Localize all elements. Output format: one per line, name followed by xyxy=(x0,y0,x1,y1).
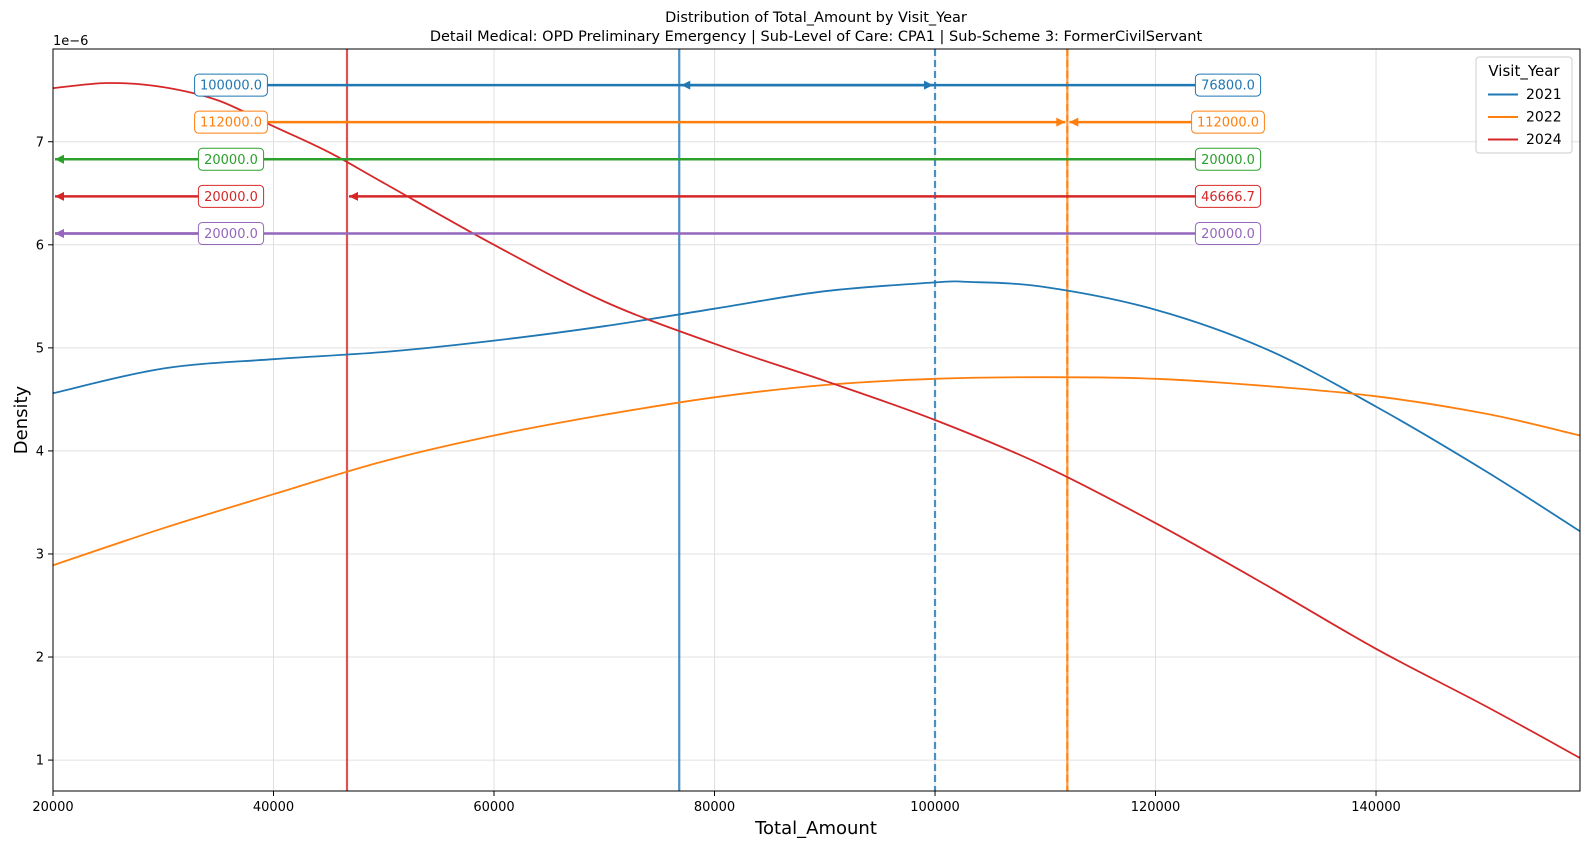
left-annotation-box xyxy=(197,147,265,171)
annotation-arrow-head xyxy=(1056,117,1066,127)
right-annotation-box xyxy=(1194,73,1262,97)
right-annotation-box xyxy=(1191,110,1265,134)
y-offset-label: 1e−6 xyxy=(53,34,88,49)
left-annotation-label: 112000.0 xyxy=(200,116,262,131)
y-axis-ticks: 1 2 3 4 5 6 7 xyxy=(36,135,53,769)
y-tick-label: 4 xyxy=(36,444,44,459)
annotation-arrow-head xyxy=(1069,117,1079,127)
y-tick-label: 2 xyxy=(36,651,44,666)
right-annotation-label: 112000.0 xyxy=(1197,116,1259,131)
x-axis-label: Total_Amount xyxy=(754,818,877,839)
reference-lines xyxy=(345,49,1069,791)
y-tick-label: 3 xyxy=(36,547,44,562)
left-annotation-box xyxy=(197,221,265,245)
x-tick-label: 40000 xyxy=(253,800,294,815)
annotation-arrow-head xyxy=(681,80,691,90)
right-annotation-label: 20000.0 xyxy=(1201,153,1255,168)
y-tick-label: 7 xyxy=(36,135,44,150)
left-annotation-label: 20000.0 xyxy=(204,227,258,242)
right-annotation-label: 46666.7 xyxy=(1201,190,1255,205)
left-annotation-label: 20000.0 xyxy=(204,153,258,168)
right-annotation-label: 20000.0 xyxy=(1201,227,1255,242)
x-tick-label: 20000 xyxy=(32,800,73,815)
chart-title: Distribution of Total_Amount by Visit_Ye… xyxy=(665,10,967,26)
right-annotation-label: 76800.0 xyxy=(1201,79,1255,94)
x-tick-label: 60000 xyxy=(473,800,514,815)
left-annotation-box xyxy=(197,184,265,208)
annotation-arrows: 100000.0 76800.0 112000.0 112000.0 20000.0 20… xyxy=(55,73,1265,245)
x-tick-label: 120000 xyxy=(1131,800,1181,815)
annotation-arrow-head xyxy=(349,191,359,201)
legend-box xyxy=(1475,56,1573,154)
x-tick-label: 80000 xyxy=(694,800,735,815)
legend-label-2021: 2021 xyxy=(1526,87,1562,103)
grid-lines xyxy=(52,49,1580,791)
x-tick-label: 140000 xyxy=(1351,800,1401,815)
annotation-arrow-head xyxy=(55,228,64,238)
y-tick-label: 1 xyxy=(36,754,44,769)
right-annotation-box xyxy=(1194,184,1262,208)
y-axis-label: Density xyxy=(11,385,32,454)
annotation-arrow-head xyxy=(55,191,64,201)
left-annotation-label: 20000.0 xyxy=(204,190,258,205)
legend: Visit_Year 2021 2022 2024 xyxy=(1475,56,1573,154)
density-curve-2022 xyxy=(53,376,1580,567)
y-tick-label: 5 xyxy=(36,341,44,356)
plot-frame xyxy=(52,48,1581,792)
density-curve-2021 xyxy=(53,280,1580,533)
left-annotation-label: 100000.0 xyxy=(200,79,262,94)
x-axis-ticks: 20000 40000 60000 80000 100000 120000 140000 xyxy=(32,791,1401,815)
chart-subtitle: Detail Medical: OPD Preliminary Emergenc… xyxy=(430,29,1203,45)
legend-label-2024: 2024 xyxy=(1526,132,1562,148)
y-tick-label: 6 xyxy=(36,238,44,253)
legend-label-2022: 2022 xyxy=(1526,110,1562,126)
right-annotation-box xyxy=(1194,147,1262,171)
right-annotation-box xyxy=(1194,221,1262,245)
left-annotation-box xyxy=(194,110,268,134)
x-tick-label: 100000 xyxy=(910,800,960,815)
legend-title: Visit_Year xyxy=(1488,62,1560,81)
annotation-arrow-head xyxy=(55,154,64,164)
left-annotation-box xyxy=(194,73,268,97)
